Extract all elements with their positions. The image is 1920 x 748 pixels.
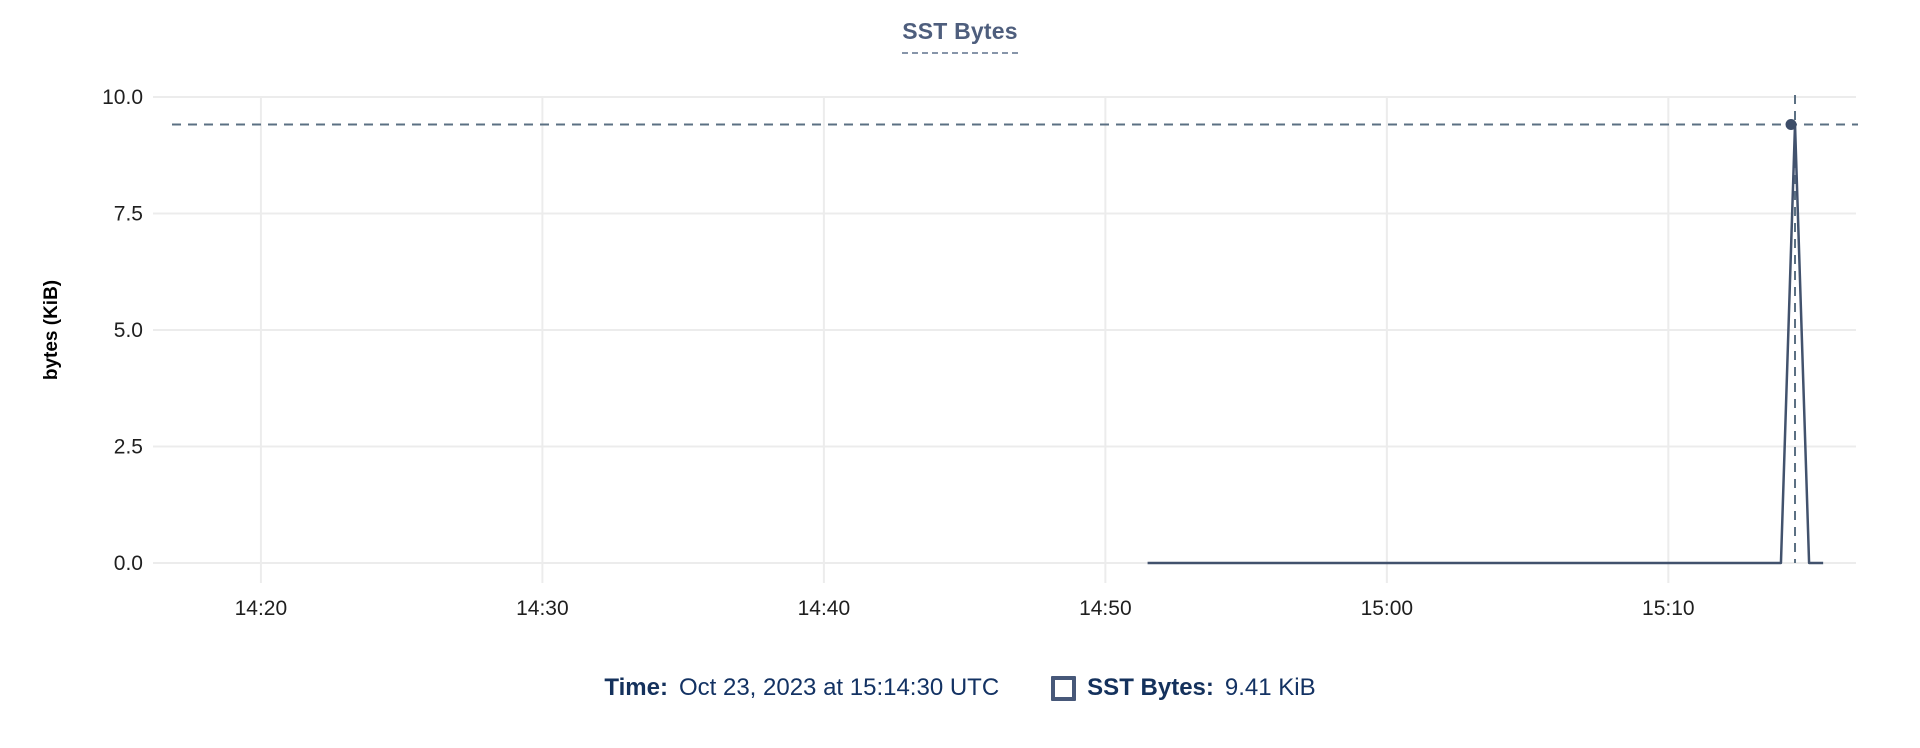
chart-header: SST Bytes xyxy=(0,18,1920,54)
y-tick-label: 10.0 xyxy=(102,86,143,109)
legend-series-label: SST Bytes: xyxy=(1087,674,1214,701)
tooltip-time-label: Time: xyxy=(604,674,668,701)
line-chart-plot[interactable]: 0.0 2.5 5.0 7.5 10.0 14:20 14:30 14:40 14:50 15:0… xyxy=(0,0,1920,648)
y-tick-label: 5.0 xyxy=(114,319,143,342)
x-tick-label: 15:10 xyxy=(1642,597,1695,620)
y-tick-label: 0.0 xyxy=(114,552,143,575)
x-tick-label: 14:30 xyxy=(516,597,569,620)
legend-series-value: 9.41 KiB xyxy=(1224,674,1316,701)
series-toggle-checkbox-icon[interactable] xyxy=(1051,675,1077,701)
x-tick-label: 14:50 xyxy=(1079,597,1132,620)
y-tick-label: 7.5 xyxy=(114,203,143,226)
y-axis-title: bytes (KiB) xyxy=(41,280,62,380)
x-tick-label: 14:20 xyxy=(235,597,288,620)
legend-item-sst-bytes[interactable]: SST Bytes: 9.41 KiB xyxy=(1051,674,1316,702)
x-tick-label: 14:40 xyxy=(798,597,851,620)
chart-title[interactable]: SST Bytes xyxy=(902,18,1018,54)
data-point-marker xyxy=(1785,118,1797,130)
series-line xyxy=(1147,123,1824,565)
tooltip-time-value: Oct 23, 2023 at 15:14:30 UTC xyxy=(678,674,1000,701)
x-tick-label: 15:00 xyxy=(1361,597,1414,620)
y-tick-label: 2.5 xyxy=(114,436,143,459)
hover-tooltip-bar: Time: Oct 23, 2023 at 15:14:30 UTC SST B… xyxy=(0,674,1920,702)
